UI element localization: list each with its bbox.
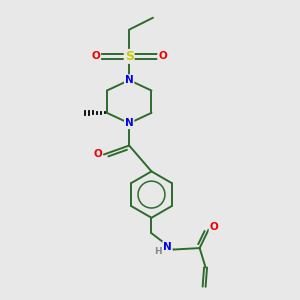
Text: H: H xyxy=(154,248,162,256)
Text: O: O xyxy=(92,51,100,62)
Text: N: N xyxy=(125,75,134,85)
Text: O: O xyxy=(93,149,102,159)
Text: N: N xyxy=(125,118,134,128)
Text: S: S xyxy=(125,50,134,63)
Text: O: O xyxy=(209,222,218,232)
Text: O: O xyxy=(158,51,167,62)
Text: N: N xyxy=(163,242,172,252)
